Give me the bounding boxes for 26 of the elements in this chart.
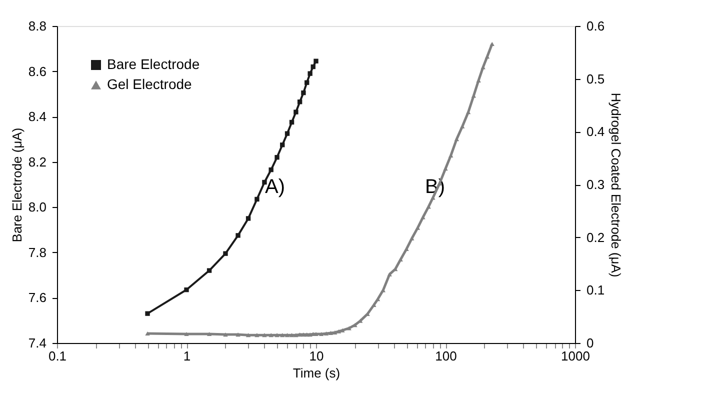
x-axis-title: Time (s) [292, 366, 340, 380]
y-tick-label: 8.6 [28, 64, 46, 79]
y2-tick-label: 0.3 [586, 177, 605, 192]
x-tick-label: 0.1 [48, 348, 67, 364]
y2-axis-title: Hydrogel Coated Electrode (μA) [608, 92, 624, 278]
y-tick-label: 7.8 [28, 244, 46, 260]
x-tick-label: 1000 [561, 348, 590, 364]
annotation: A) [265, 176, 285, 198]
y-tick-label: 8.0 [28, 200, 46, 215]
y2-tick-label: 0.5 [586, 71, 605, 86]
y-axis-title: Bare Electrode (μA) [9, 128, 24, 242]
legend-label: Gel Electrode [107, 76, 192, 92]
y-tick-label: 8.8 [28, 18, 46, 34]
x-tick-label: 10 [309, 348, 324, 364]
y-tick-label: 8.4 [28, 109, 46, 124]
y2-tick-label: 0.2 [586, 230, 605, 245]
x-tick-label: 1 [183, 348, 191, 364]
y-tick-label: 7.4 [28, 336, 46, 350]
y2-tick-label: 0.6 [586, 18, 605, 34]
y2-tick-label: 0.1 [586, 282, 605, 298]
legend-label: Bare Electrode [107, 56, 200, 72]
y2-tick-label: 0.4 [586, 124, 605, 140]
x-tick-label: 100 [435, 348, 457, 364]
y-tick-label: 8.2 [28, 154, 46, 170]
y2-tick-label: 0 [586, 336, 594, 350]
y-tick-label: 7.6 [28, 290, 46, 306]
